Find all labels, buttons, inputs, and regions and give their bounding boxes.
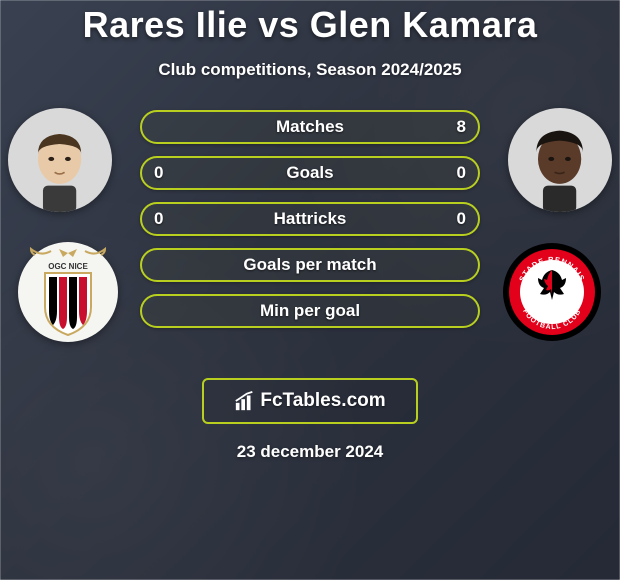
- watermark-text: FcTables.com: [260, 390, 385, 412]
- player-left-avatar: [8, 108, 112, 212]
- stat-label: Goals per match: [243, 255, 376, 275]
- subtitle: Club competitions, Season 2024/2025: [0, 60, 620, 80]
- date-text: 23 december 2024: [0, 442, 620, 462]
- club-left-badge: OGC NICE: [18, 242, 118, 342]
- stat-label: Hattricks: [274, 209, 347, 229]
- page-title: Rares Ilie vs Glen Kamara: [0, 4, 620, 46]
- player-right-silhouette-icon: [518, 129, 601, 212]
- bar-chart-icon: [234, 390, 256, 412]
- stats-rows: Matches 8 0 Goals 0 0 Hattricks 0 Goals …: [140, 110, 480, 340]
- main-area: OGC NICE STADE RENNAIS: [0, 108, 620, 368]
- stade-rennais-crest-icon: STADE RENNAIS FOOTBALL CLUB: [502, 242, 602, 342]
- stat-row: 0 Hattricks 0: [140, 202, 480, 236]
- ogc-nice-crest-icon: OGC NICE: [29, 247, 107, 337]
- watermark: FcTables.com: [202, 378, 418, 424]
- player-right-avatar: [508, 108, 612, 212]
- stat-right-value: 0: [457, 163, 466, 183]
- stat-row: Goals per match: [140, 248, 480, 282]
- stat-left-value: 0: [154, 163, 163, 183]
- stat-label: Goals: [286, 163, 333, 183]
- stat-right-value: 8: [457, 117, 466, 137]
- stat-label: Min per goal: [260, 301, 360, 321]
- club-right-badge: STADE RENNAIS FOOTBALL CLUB: [502, 242, 602, 342]
- stat-row: Min per goal: [140, 294, 480, 328]
- stat-row: Matches 8: [140, 110, 480, 144]
- stat-left-value: 0: [154, 209, 163, 229]
- svg-text:OGC NICE: OGC NICE: [48, 262, 88, 271]
- stat-label: Matches: [276, 117, 344, 137]
- comparison-card: Rares Ilie vs Glen Kamara Club competiti…: [0, 0, 620, 462]
- stat-right-value: 0: [457, 209, 466, 229]
- stat-row: 0 Goals 0: [140, 156, 480, 190]
- player-left-silhouette-icon: [18, 129, 101, 212]
